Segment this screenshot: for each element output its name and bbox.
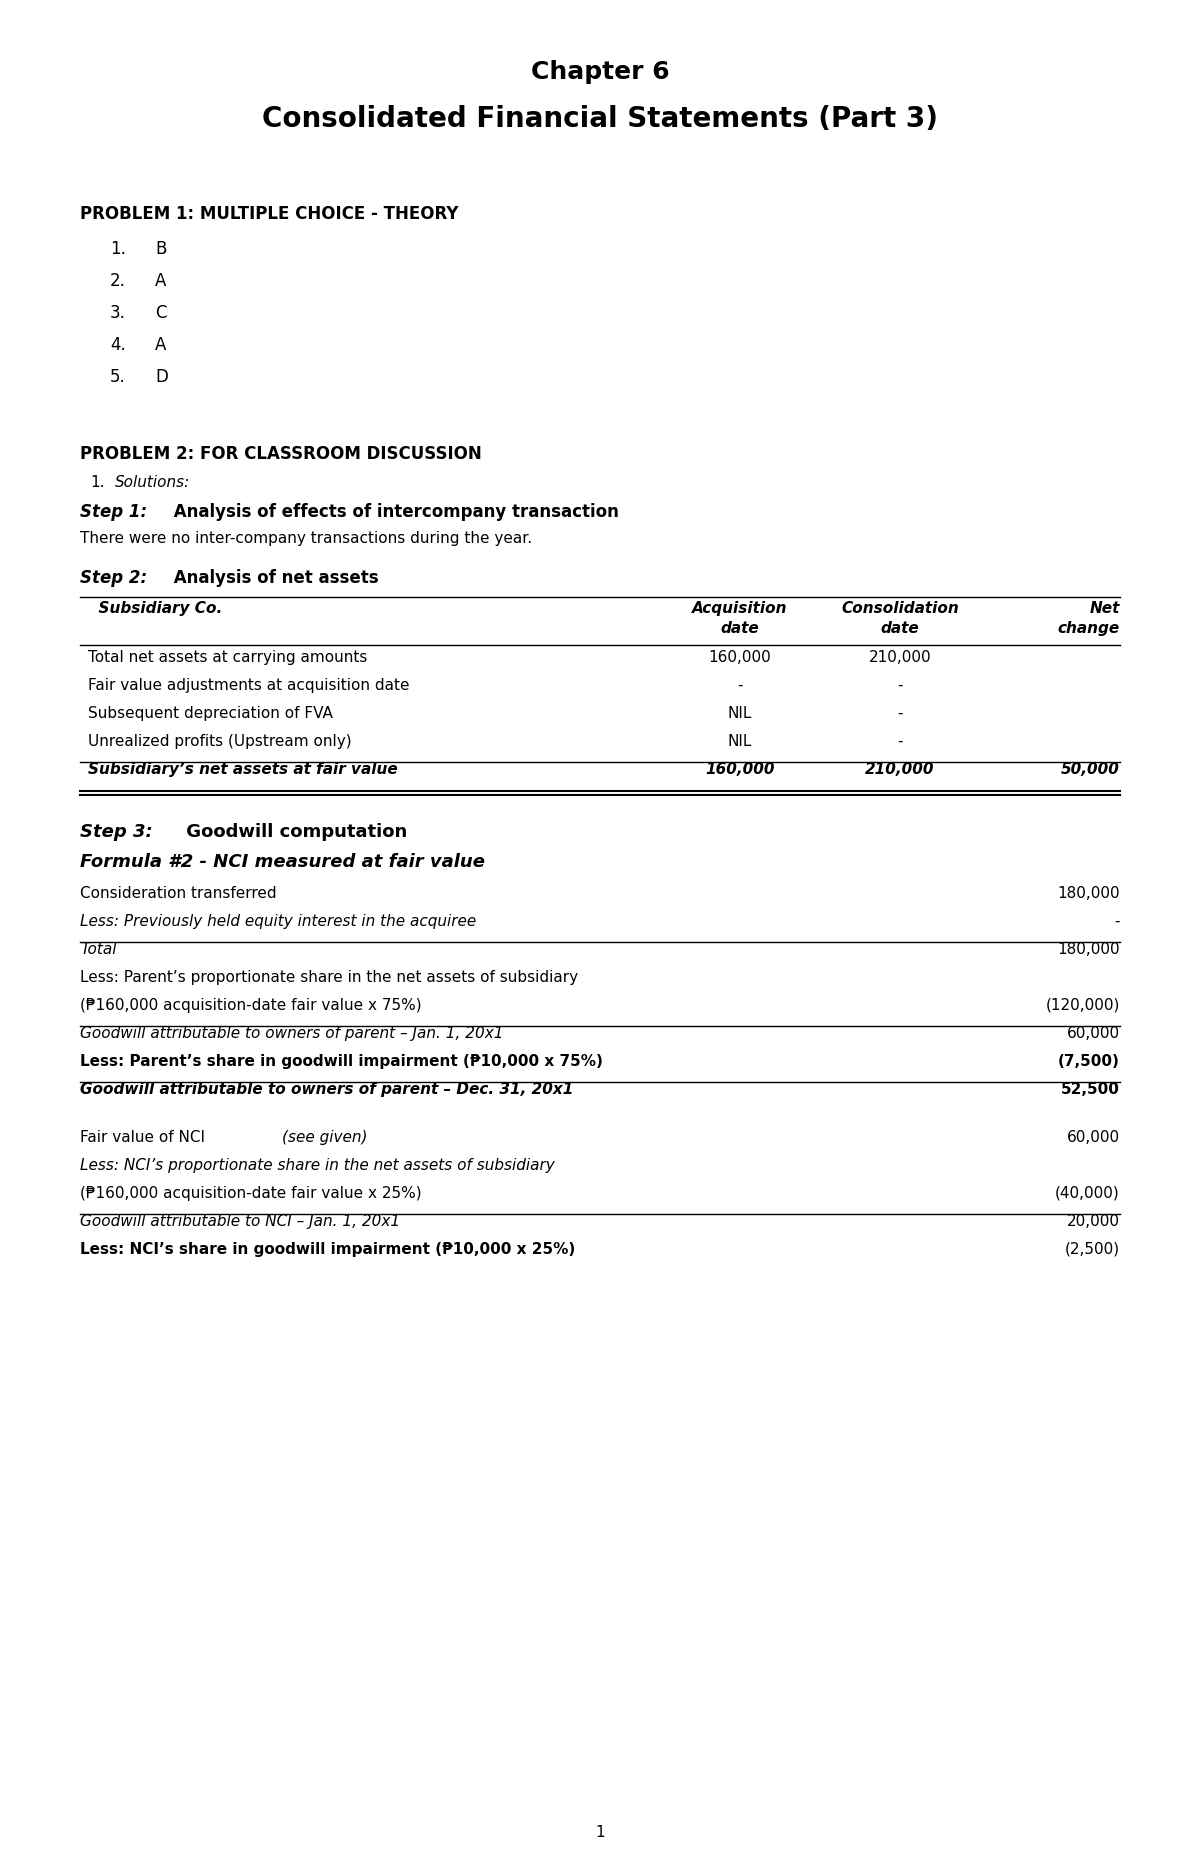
Text: Less: NCI’s proportionate share in the net assets of subsidiary: Less: NCI’s proportionate share in the n…: [80, 1158, 554, 1172]
Text: 60,000: 60,000: [1067, 1026, 1120, 1041]
Text: Solutions:: Solutions:: [115, 475, 191, 490]
Text: 210,000: 210,000: [865, 762, 935, 777]
Text: A: A: [155, 273, 167, 289]
Text: 5.: 5.: [110, 367, 126, 386]
Text: Goodwill computation: Goodwill computation: [180, 824, 407, 840]
Text: 50,000: 50,000: [1061, 762, 1120, 777]
Text: 2.: 2.: [110, 273, 126, 289]
Text: Step 3:: Step 3:: [80, 824, 152, 840]
Text: -: -: [898, 735, 902, 749]
Text: Less: Parent’s proportionate share in the net assets of subsidiary: Less: Parent’s proportionate share in th…: [80, 970, 578, 985]
Text: Chapter 6: Chapter 6: [530, 59, 670, 83]
Text: -: -: [737, 677, 743, 694]
Text: Net: Net: [1090, 601, 1120, 616]
Text: (2,500): (2,500): [1064, 1243, 1120, 1258]
Text: (see given): (see given): [282, 1130, 367, 1145]
Text: 180,000: 180,000: [1057, 942, 1120, 957]
Text: Analysis of net assets: Analysis of net assets: [168, 569, 379, 586]
Text: 210,000: 210,000: [869, 649, 931, 664]
Text: PROBLEM 1: MULTIPLE CHOICE - THEORY: PROBLEM 1: MULTIPLE CHOICE - THEORY: [80, 206, 458, 223]
Text: 160,000: 160,000: [706, 762, 775, 777]
Text: -: -: [898, 677, 902, 694]
Text: Consolidation: Consolidation: [841, 601, 959, 616]
Text: Consideration transferred: Consideration transferred: [80, 887, 277, 902]
Text: Subsequent depreciation of FVA: Subsequent depreciation of FVA: [88, 707, 332, 722]
Text: 160,000: 160,000: [709, 649, 772, 664]
Text: Goodwill attributable to owners of parent – Dec. 31, 20x1: Goodwill attributable to owners of paren…: [80, 1081, 574, 1096]
Text: 1.: 1.: [90, 475, 104, 490]
Text: NIL: NIL: [728, 707, 752, 722]
Text: date: date: [881, 621, 919, 636]
Text: (₱160,000 acquisition-date fair value x 25%): (₱160,000 acquisition-date fair value x …: [80, 1185, 421, 1200]
Text: PROBLEM 2: FOR CLASSROOM DISCUSSION: PROBLEM 2: FOR CLASSROOM DISCUSSION: [80, 445, 481, 464]
Text: 1.: 1.: [110, 239, 126, 258]
Text: B: B: [155, 239, 167, 258]
Text: 20,000: 20,000: [1067, 1213, 1120, 1230]
Text: (120,000): (120,000): [1045, 998, 1120, 1013]
Text: Less: Previously held equity interest in the acquiree: Less: Previously held equity interest in…: [80, 915, 476, 929]
Text: Subsidiary Co.: Subsidiary Co.: [88, 601, 222, 616]
Text: C: C: [155, 304, 167, 323]
Text: Fair value of NCI: Fair value of NCI: [80, 1130, 210, 1145]
Text: Total: Total: [80, 942, 116, 957]
Text: 1: 1: [595, 1825, 605, 1840]
Text: (7,500): (7,500): [1058, 1054, 1120, 1068]
Text: -: -: [898, 707, 902, 722]
Text: Total net assets at carrying amounts: Total net assets at carrying amounts: [88, 649, 367, 664]
Text: Step 1:: Step 1:: [80, 503, 148, 521]
Text: Fair value adjustments at acquisition date: Fair value adjustments at acquisition da…: [88, 677, 409, 694]
Text: (₱160,000 acquisition-date fair value x 75%): (₱160,000 acquisition-date fair value x …: [80, 998, 421, 1013]
Text: Consolidated Financial Statements (Part 3): Consolidated Financial Statements (Part …: [262, 106, 938, 134]
Text: Formula #2 - NCI measured at fair value: Formula #2 - NCI measured at fair value: [80, 853, 485, 872]
Text: Acquisition: Acquisition: [692, 601, 787, 616]
Text: Unrealized profits (Upstream only): Unrealized profits (Upstream only): [88, 735, 352, 749]
Text: Goodwill attributable to NCI – Jan. 1, 20x1: Goodwill attributable to NCI – Jan. 1, 2…: [80, 1213, 400, 1230]
Text: NIL: NIL: [728, 735, 752, 749]
Text: Subsidiary’s net assets at fair value: Subsidiary’s net assets at fair value: [88, 762, 397, 777]
Text: Less: Parent’s share in goodwill impairment (₱10,000 x 75%): Less: Parent’s share in goodwill impairm…: [80, 1054, 602, 1068]
Text: Step 2:: Step 2:: [80, 569, 148, 586]
Text: 4.: 4.: [110, 336, 126, 354]
Text: Less: NCI’s share in goodwill impairment (₱10,000 x 25%): Less: NCI’s share in goodwill impairment…: [80, 1243, 575, 1258]
Text: A: A: [155, 336, 167, 354]
Text: Analysis of effects of intercompany transaction: Analysis of effects of intercompany tran…: [168, 503, 619, 521]
Text: (40,000): (40,000): [1055, 1185, 1120, 1200]
Text: 180,000: 180,000: [1057, 887, 1120, 902]
Text: -: -: [1115, 915, 1120, 929]
Text: Goodwill attributable to owners of parent – Jan. 1, 20x1: Goodwill attributable to owners of paren…: [80, 1026, 504, 1041]
Text: There were no inter-company transactions during the year.: There were no inter-company transactions…: [80, 531, 532, 545]
Text: date: date: [721, 621, 760, 636]
Text: 3.: 3.: [110, 304, 126, 323]
Text: 60,000: 60,000: [1067, 1130, 1120, 1145]
Text: change: change: [1057, 621, 1120, 636]
Text: D: D: [155, 367, 168, 386]
Text: 52,500: 52,500: [1061, 1081, 1120, 1096]
